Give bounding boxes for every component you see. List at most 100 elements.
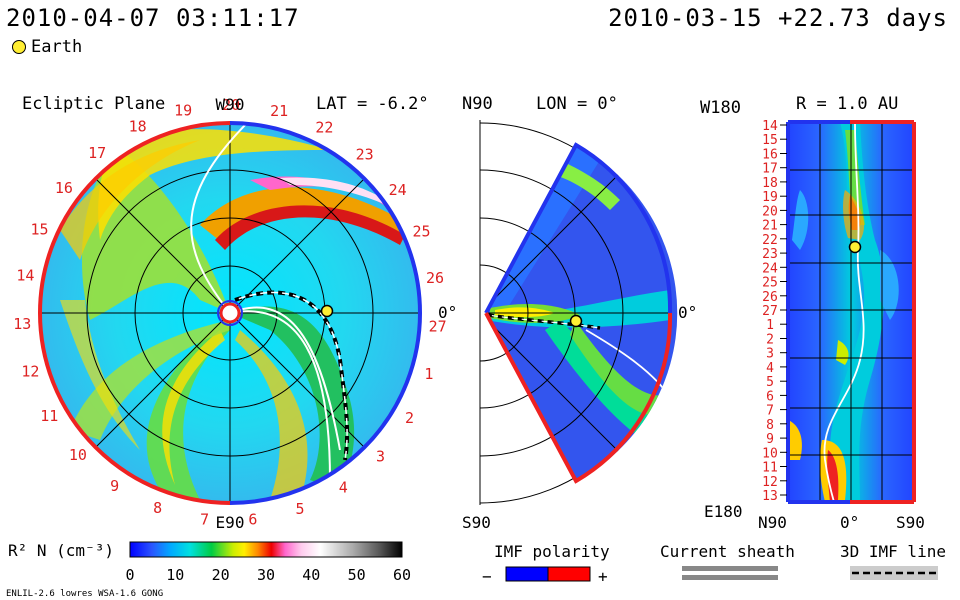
ecliptic-w90-label: W90 [216, 95, 245, 114]
radial-y-tick-label: 17 [762, 162, 778, 177]
imf-line-3d-label: 3D IMF line [840, 542, 946, 561]
reference-label: 2010-03-15 +22.73 days [608, 4, 948, 32]
carrington-tick-label: 24 [389, 181, 407, 199]
carrington-tick-label: 23 [356, 145, 374, 163]
radial-y-tick-label: 23 [762, 247, 778, 262]
carrington-tick-label: 20 [222, 96, 240, 114]
radial-y-tick-label: 13 [762, 489, 778, 504]
datetime-label: 2010-04-07 03:11:17 [6, 4, 300, 32]
ecliptic-0-label: 0° [438, 303, 457, 322]
colorbar-tick-label: 0 [125, 566, 134, 584]
colorbar-tick-label: 10 [166, 566, 184, 584]
meridional-0-label: 0° [678, 303, 697, 322]
model-footer: ENLIL-2.6 lowres WSA-1.6 GONG [6, 589, 163, 599]
radial-y-tick-label: 27 [762, 304, 778, 319]
radial-y-tick-label: 22 [762, 233, 778, 248]
current-sheath-swatch-2 [682, 575, 778, 580]
density-colorbar [129, 541, 403, 558]
carrington-tick-label: 17 [88, 144, 106, 162]
radial-y-tick-label: 26 [762, 290, 778, 305]
radial-y-tick-label: 4 [766, 361, 774, 376]
current-sheath-swatch-1 [682, 566, 778, 571]
radial-y-tick-label: 15 [762, 133, 778, 148]
carrington-tick-label: 1 [424, 365, 433, 383]
imf-polarity-plus: + [598, 567, 608, 586]
radial-y-tick-label: 1 [766, 318, 774, 333]
ecliptic-lat-label: LAT = -6.2° [316, 94, 429, 114]
carrington-tick-label: 8 [153, 499, 162, 517]
radial-y-tick-label: 20 [762, 204, 778, 219]
imf-polarity-minus: − [482, 567, 492, 586]
carrington-tick-label: 16 [55, 179, 73, 197]
radial-title: R = 1.0 AU [796, 94, 899, 114]
radial-y-tick-label: 25 [762, 276, 778, 291]
ecliptic-plane-plot: 19 20 212223242526271234567891011121314151… [13, 96, 446, 529]
radial-n90-label: N90 [758, 513, 787, 532]
radial-y-tick-label: 7 [766, 404, 774, 419]
carrington-tick-label: 12 [21, 363, 39, 381]
carrington-tick-label: 7 [200, 510, 209, 528]
imf-polarity-label: IMF polarity [494, 542, 610, 561]
radial-y-tick-label: 9 [766, 432, 774, 447]
carrington-tick-label: 27 [429, 317, 447, 335]
current-sheath-label: Current sheath [660, 542, 795, 561]
carrington-tick-label: 18 [129, 118, 147, 136]
radial-y-tick-label: 11 [762, 461, 778, 476]
meridional-s90-label: S90 [462, 513, 491, 532]
colorbar-tick-label: 20 [212, 566, 230, 584]
polarity-positive-swatch [547, 566, 591, 582]
radial-y-tick-label: 19 [762, 190, 778, 205]
radial-y-tick-label: 5 [766, 375, 774, 390]
radial-e180-label: E180 [704, 502, 743, 521]
imf-line-3d-swatch [850, 566, 938, 580]
colorbar-tick-label: 50 [348, 566, 366, 584]
colorbar-tick-label: 30 [257, 566, 275, 584]
radial-y-tick-label: 8 [766, 418, 774, 433]
carrington-tick-label: 6 [248, 511, 257, 529]
carrington-tick-label: 15 [30, 221, 48, 239]
colorbar-label: R² N (cm⁻³) [8, 541, 114, 560]
carrington-tick-label: 14 [16, 267, 34, 285]
colorbar-tick-label: 60 [393, 566, 411, 584]
carrington-tick-label: 11 [40, 407, 58, 425]
carrington-tick-label: 10 [69, 446, 87, 464]
polarity-negative-swatch [505, 566, 549, 582]
radial-s90-label: S90 [896, 513, 925, 532]
earth-legend-icon [12, 40, 26, 54]
radial-y-tick-label: 16 [762, 148, 778, 163]
meridional-plane-plot [479, 120, 678, 505]
meridional-n90-label: N90 [462, 94, 493, 114]
earth-marker-radial [848, 240, 862, 254]
radial-w180-label: W180 [700, 98, 741, 118]
radial-y-tick-label: 6 [766, 389, 774, 404]
radial-y-tick-label: 14 [762, 119, 778, 134]
radial-y-tick-label: 18 [762, 176, 778, 191]
radial-slice-plot: 1415161718192021222324252627123456789101… [762, 119, 916, 504]
radial-y-tick-label: 12 [762, 475, 778, 490]
radial-y-tick-label: 24 [762, 261, 778, 276]
carrington-tick-label: 13 [13, 315, 31, 333]
ecliptic-e90-label: E90 [216, 513, 245, 532]
carrington-tick-label: 3 [376, 448, 385, 466]
radial-y-tick-label: 2 [766, 333, 774, 348]
earth-marker-ecliptic [320, 304, 334, 318]
radial-y-tick-label: 21 [762, 219, 778, 234]
carrington-tick-label: 26 [426, 269, 444, 287]
carrington-tick-label: 25 [412, 223, 430, 241]
carrington-tick-label: 2 [405, 409, 414, 427]
earth-legend-label: Earth [31, 37, 83, 57]
colorbar-tick-label: 40 [302, 566, 320, 584]
ecliptic-title: Ecliptic Plane [22, 94, 166, 114]
radial-0-label: 0° [840, 513, 859, 532]
carrington-tick-label: 22 [315, 119, 333, 137]
carrington-tick-label: 9 [110, 477, 119, 495]
meridional-lon-label: LON = 0° [536, 94, 618, 114]
radial-y-tick-label: 3 [766, 347, 774, 362]
earth-marker-meridional [569, 314, 583, 328]
carrington-tick-label: 5 [295, 500, 304, 518]
carrington-tick-label: 19 [174, 101, 192, 119]
carrington-tick-label: 4 [339, 478, 348, 496]
carrington-tick-label: 21 [270, 102, 288, 120]
radial-y-tick-label: 10 [762, 446, 778, 461]
